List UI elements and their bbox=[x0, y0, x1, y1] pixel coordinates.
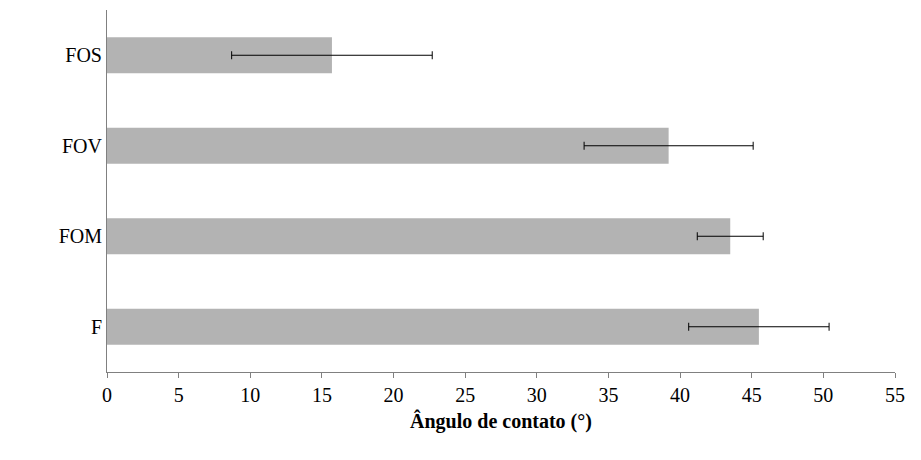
svg-text:FOS: FOS bbox=[65, 44, 102, 66]
svg-text:50: 50 bbox=[813, 384, 833, 406]
svg-text:F: F bbox=[91, 316, 102, 338]
svg-text:5: 5 bbox=[174, 384, 184, 406]
svg-text:0: 0 bbox=[102, 384, 112, 406]
svg-text:10: 10 bbox=[240, 384, 260, 406]
svg-text:45: 45 bbox=[742, 384, 762, 406]
svg-text:35: 35 bbox=[598, 384, 618, 406]
svg-text:25: 25 bbox=[455, 384, 475, 406]
svg-text:FOV: FOV bbox=[62, 135, 103, 157]
svg-text:15: 15 bbox=[312, 384, 332, 406]
svg-text:30: 30 bbox=[527, 384, 547, 406]
svg-text:55: 55 bbox=[885, 384, 905, 406]
svg-text:Ângulo de contato (°): Ângulo de contato (°) bbox=[410, 409, 592, 433]
svg-text:20: 20 bbox=[384, 384, 404, 406]
svg-text:40: 40 bbox=[670, 384, 690, 406]
svg-text:FOM: FOM bbox=[59, 225, 103, 247]
